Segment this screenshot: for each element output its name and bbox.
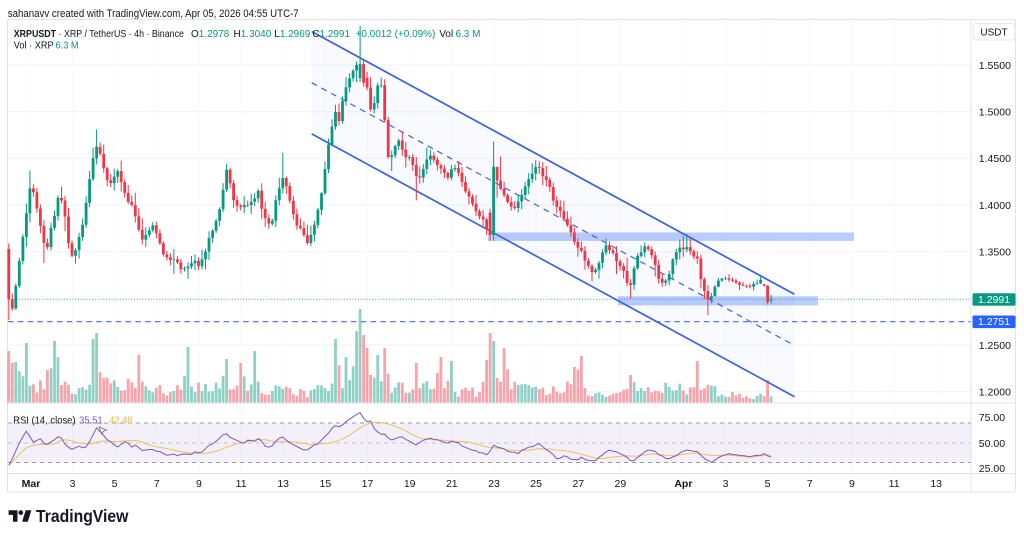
svg-text:USDT: USDT	[980, 28, 1007, 39]
svg-text:H: H	[234, 29, 241, 40]
svg-text:1.2500: 1.2500	[979, 340, 1011, 352]
svg-text:L: L	[274, 29, 280, 40]
svg-text:Vol: Vol	[439, 29, 453, 40]
svg-text:9: 9	[196, 478, 202, 490]
svg-text:1.3040: 1.3040	[241, 29, 272, 40]
svg-text:9: 9	[849, 478, 855, 490]
svg-text:75.00: 75.00	[979, 412, 1005, 424]
svg-text:TradingView: TradingView	[36, 506, 128, 526]
svg-text:13: 13	[930, 478, 942, 490]
svg-text:23: 23	[488, 478, 500, 490]
svg-text:50.00: 50.00	[979, 438, 1005, 450]
svg-text:1.2969: 1.2969	[280, 29, 311, 40]
svg-text:29: 29	[615, 478, 627, 490]
svg-text:1.5500: 1.5500	[979, 60, 1011, 72]
svg-text:3: 3	[723, 478, 729, 490]
svg-text:7: 7	[807, 478, 813, 490]
svg-text:1.5000: 1.5000	[979, 107, 1011, 119]
svg-text:25.00: 25.00	[979, 463, 1005, 475]
svg-text:1.4000: 1.4000	[979, 200, 1011, 212]
svg-text:13: 13	[277, 478, 289, 490]
svg-text:Mar: Mar	[22, 478, 41, 490]
svg-text:25: 25	[530, 478, 542, 490]
svg-text:Vol · XRP: Vol · XRP	[14, 40, 54, 52]
svg-text:1.2991: 1.2991	[978, 294, 1010, 306]
svg-text:O: O	[191, 29, 199, 40]
svg-text:27: 27	[572, 478, 584, 490]
svg-text:21: 21	[446, 478, 458, 490]
svg-text:35.51: 35.51	[79, 415, 103, 427]
svg-text:42.48: 42.48	[109, 415, 133, 427]
svg-text:15: 15	[320, 478, 332, 490]
svg-text:3: 3	[70, 478, 76, 490]
svg-text:1.3500: 1.3500	[979, 247, 1011, 259]
svg-text:11: 11	[236, 478, 247, 490]
svg-text:1.2751: 1.2751	[978, 316, 1010, 328]
svg-text:6.3 M: 6.3 M	[56, 40, 79, 52]
svg-text:1.2000: 1.2000	[979, 387, 1011, 399]
svg-text:5: 5	[112, 478, 118, 490]
svg-text:19: 19	[404, 478, 416, 490]
svg-text:1.4500: 1.4500	[979, 153, 1011, 165]
svg-text:6.3 M: 6.3 M	[455, 29, 480, 40]
svg-text:1.2991: 1.2991	[320, 29, 351, 40]
svg-text:XRPUSDT · XRP / TetherUS · 4h: XRPUSDT · XRP / TetherUS · 4h · Binance	[14, 28, 184, 40]
svg-text:11: 11	[889, 478, 900, 490]
svg-text:17: 17	[362, 478, 374, 490]
svg-text:Apr: Apr	[674, 478, 692, 490]
svg-text:7: 7	[154, 478, 160, 490]
svg-text:RSI (14, close): RSI (14, close)	[13, 415, 75, 427]
svg-text:C: C	[312, 29, 319, 40]
svg-text:+0.0012 (+0.09%): +0.0012 (+0.09%)	[356, 29, 436, 40]
svg-text:sahanavv created with TradingV: sahanavv created with TradingView.com, A…	[8, 9, 299, 21]
svg-text:1.2978: 1.2978	[199, 29, 230, 40]
svg-text:5: 5	[765, 478, 771, 490]
